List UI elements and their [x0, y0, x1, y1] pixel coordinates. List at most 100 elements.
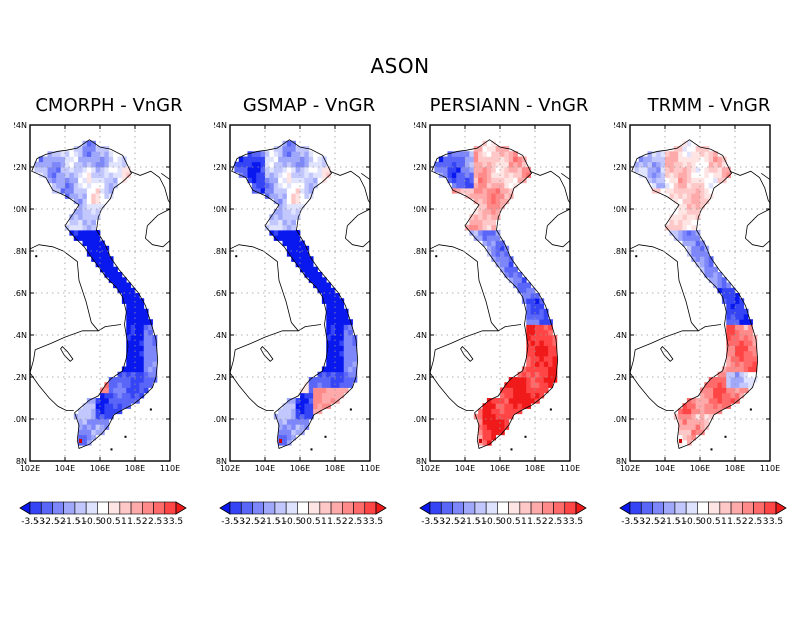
grid-cell [286, 151, 292, 157]
grid-cell [313, 382, 318, 388]
grid-cell [673, 156, 679, 163]
grid-cell [326, 387, 332, 394]
grid-cell [682, 434, 688, 441]
grid-cell [530, 298, 536, 304]
grid-cell [126, 382, 132, 388]
grid-cell [460, 151, 466, 157]
grid-cell [86, 230, 92, 236]
grid-cell [678, 203, 683, 210]
grid-cell [508, 392, 514, 399]
colorbar-swatch [40, 501, 53, 515]
grid-cell [704, 156, 710, 163]
grid-cell [651, 182, 657, 189]
grid-cell [717, 287, 723, 294]
grid-cell [91, 256, 97, 262]
grid-cell [665, 156, 670, 163]
grid-cell [139, 345, 145, 352]
grid-cell [456, 177, 462, 184]
colorbar-label: -2 [257, 517, 266, 527]
grid-cell [700, 146, 705, 152]
grid-cell [60, 188, 66, 194]
grid-cell [113, 277, 118, 283]
colorbar-label: 0 [700, 517, 706, 527]
grid-cell [721, 167, 727, 173]
grid-cell [482, 151, 488, 157]
colorbar-swatch [319, 501, 332, 515]
grid-cell [317, 392, 323, 399]
grid-cell [508, 398, 514, 404]
grid-cell [500, 392, 505, 399]
grid-cell [456, 161, 462, 168]
grid-cell [352, 361, 358, 367]
grid-cell [682, 156, 688, 163]
grid-cell [295, 256, 301, 262]
grid-cell [286, 429, 292, 436]
grid-cell [465, 177, 470, 184]
colorbar-swatch [364, 501, 377, 515]
grid-cell [95, 209, 101, 215]
grid-cell [326, 356, 332, 362]
colorbar-swatch [708, 501, 721, 515]
coastline [430, 244, 522, 332]
grid-cell [535, 392, 540, 399]
grid-cell [752, 340, 758, 346]
grid-cell [278, 182, 283, 189]
grid-cell [300, 182, 305, 189]
grid-cell [65, 193, 70, 199]
grid-cell [443, 156, 448, 163]
grid-cell [700, 203, 705, 210]
grid-cell [665, 188, 670, 194]
coastline [431, 139, 559, 449]
grid-cell [65, 151, 70, 157]
grid-cell [326, 392, 332, 399]
grid-cell [152, 371, 158, 378]
grid-cell [130, 340, 136, 346]
grid-cell [130, 356, 136, 362]
grid-cell [447, 161, 453, 168]
grid-cell [78, 413, 83, 420]
grid-cell [91, 198, 97, 205]
grid-cell [65, 161, 70, 168]
panel-title: TRMM - VnGR [647, 95, 771, 116]
grid-cell [47, 151, 53, 157]
grid-cell [56, 167, 62, 173]
grid-cell [78, 408, 83, 415]
grid-cell [304, 413, 310, 420]
grid-cell [726, 335, 732, 341]
grid-cell [317, 172, 323, 178]
grid-cell [673, 198, 679, 205]
grid-cell [343, 366, 349, 373]
grid-cell [326, 398, 332, 404]
grid-cell [313, 272, 318, 278]
grid-cell [286, 398, 292, 404]
grid-cell [530, 303, 536, 310]
grid-cell [739, 345, 745, 352]
coastline [230, 349, 236, 373]
grid-cell [704, 151, 710, 157]
grid-cell [291, 177, 297, 184]
grid-cell [69, 224, 75, 231]
grid-cell [86, 172, 92, 178]
grid-cell [69, 214, 75, 220]
grid-cell [86, 408, 92, 415]
grid-cell [495, 429, 501, 436]
grid-cell [530, 398, 536, 404]
grid-cell [678, 198, 683, 205]
colorbar-label: -0.5 [284, 517, 302, 527]
colorbar-swatch [452, 501, 464, 515]
grid-cell [291, 434, 297, 441]
grid-cell [269, 214, 275, 220]
grid-cell [730, 356, 736, 362]
grid-cell [491, 209, 497, 215]
grid-cell [695, 146, 701, 152]
grid-cell [130, 303, 136, 310]
grid-cell [86, 182, 92, 189]
grid-cell [51, 161, 57, 168]
grid-cell [95, 156, 101, 163]
grid-cell [339, 303, 345, 310]
colorbar-label: -2.5 [42, 517, 60, 527]
grid-cell [486, 408, 492, 415]
grid-cell [739, 361, 745, 367]
grid-cell [700, 193, 705, 199]
grid-cell [482, 419, 488, 425]
